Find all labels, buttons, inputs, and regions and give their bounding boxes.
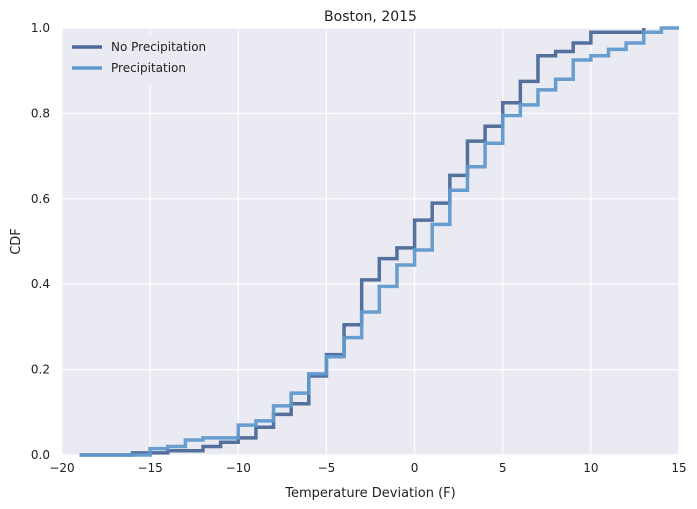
series-line-no-precipitation [79,28,646,457]
x-tick-label: −5 [318,461,336,475]
x-tick-label: −20 [49,461,74,475]
y-tick-labels: 0.0 0.2 0.4 0.6 0.8 1.0 [31,21,50,462]
y-tick-label: 0.4 [31,277,50,291]
legend: No Precipitation Precipitation [66,34,216,84]
plot-area [62,28,679,455]
y-tick-label: 0.8 [31,106,50,120]
legend-label: No Precipitation [111,40,206,54]
y-tick-label: 0.2 [31,363,50,377]
legend-label: Precipitation [111,61,186,75]
series-line-precipitation [79,26,679,457]
chart-title: Boston, 2015 [324,9,417,25]
y-tick-label: 0.0 [31,448,50,462]
x-tick-label: 10 [583,461,598,475]
y-tick-label: 1.0 [31,21,50,35]
x-tick-label: 0 [411,461,419,475]
x-tick-label: −10 [226,461,251,475]
series-layer [79,26,679,457]
y-tick-label: 0.6 [31,192,50,206]
x-axis-label: Temperature Deviation (F) [284,486,455,501]
x-tick-label: −15 [137,461,162,475]
x-tick-label: 5 [499,461,507,475]
x-tick-label: 15 [671,461,686,475]
legend-box [66,34,216,84]
x-tick-labels: −20 −15 −10 −5 0 5 10 15 [49,461,686,475]
y-axis-label: CDF [9,228,24,255]
